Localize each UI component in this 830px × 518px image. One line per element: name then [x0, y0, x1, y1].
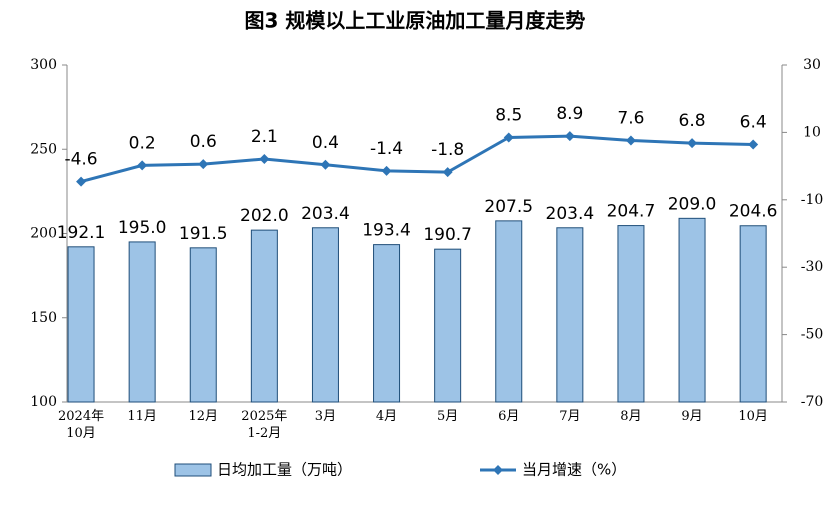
bar	[739, 225, 767, 403]
bar-value-label: 204.6	[729, 202, 778, 222]
x-tick-label: 4月	[375, 409, 398, 424]
y-tick-label: 250	[30, 141, 57, 157]
chart-title: 图3 规模以上工业原油加工量月度走势	[245, 9, 586, 33]
x-tick-label: 7月	[559, 409, 581, 424]
bar-value-label: 195.0	[118, 218, 167, 238]
bar-value-label: 203.4	[301, 204, 350, 224]
y2-tick-label: 10	[803, 124, 821, 140]
bar	[495, 220, 523, 403]
bar	[556, 227, 584, 403]
line-value-label: 0.6	[190, 132, 217, 152]
y-tick-label: 150	[30, 310, 57, 326]
line-marker	[625, 135, 636, 146]
bar-value-label: 202.0	[240, 206, 289, 226]
x-tick-label: 2024年 10月	[58, 409, 105, 441]
line-value-label: 8.9	[556, 104, 583, 124]
x-tick-label: 5月	[437, 409, 459, 424]
line-marker	[564, 131, 575, 142]
line-marker	[687, 138, 698, 149]
y-tick-label: 300	[30, 57, 57, 73]
x-tick-label: 12月	[188, 409, 219, 424]
bar	[434, 248, 462, 403]
bar-value-label: 191.5	[179, 224, 228, 244]
line-value-label: 7.6	[617, 108, 644, 128]
line-marker	[76, 176, 87, 187]
line-value-label: -1.4	[370, 139, 403, 159]
line-value-label: 6.8	[679, 111, 706, 131]
y-tick-label: 100	[30, 394, 57, 410]
bar	[311, 227, 339, 403]
line	[80, 134, 754, 184]
line-value-label: -1.8	[431, 140, 464, 160]
bar	[678, 217, 706, 403]
line-value-label: 0.4	[312, 133, 339, 153]
bar-value-label: 193.4	[362, 221, 411, 241]
bar	[128, 241, 156, 403]
bar	[189, 247, 217, 403]
x-tick-label: 10月	[738, 409, 768, 424]
line-marker	[381, 165, 392, 176]
bar-value-label: 203.4	[546, 204, 595, 224]
line-marker	[137, 160, 148, 171]
line-value-label: -4.6	[64, 150, 97, 170]
bar-value-label: 190.7	[423, 225, 472, 245]
legend-label: 当月增速（%）	[522, 461, 626, 479]
x-tick-label: 11月	[127, 409, 157, 424]
y2-tick-label: -70	[801, 394, 824, 410]
y2-tick-label: -30	[801, 259, 824, 275]
bar-value-label: 192.1	[57, 223, 106, 243]
legend-marker	[493, 465, 503, 475]
bar-value-label: 207.5	[484, 197, 533, 217]
line-marker	[198, 159, 209, 170]
legend-swatch	[174, 463, 212, 477]
line-marker	[442, 167, 453, 178]
bar-value-label: 209.0	[668, 194, 717, 214]
y2-tick-label: 30	[803, 57, 821, 73]
x-tick-label: 3月	[314, 409, 337, 424]
line-marker	[320, 159, 331, 170]
y2-tick-label: -10	[801, 192, 824, 208]
bar	[250, 229, 278, 403]
line-value-label: 2.1	[251, 127, 278, 147]
bar-value-label: 204.7	[607, 202, 656, 222]
x-tick-label: 2025年 1-2月	[241, 409, 288, 441]
line-value-label: 6.4	[740, 113, 767, 133]
y2-tick-label: -50	[801, 327, 824, 343]
line-marker	[503, 132, 514, 143]
bar	[67, 246, 95, 403]
line-marker	[259, 154, 270, 165]
line-value-label: 8.5	[495, 105, 522, 125]
x-tick-label: 9月	[681, 409, 703, 424]
x-tick-label: 6月	[498, 409, 520, 424]
legend-label: 日均加工量（万吨）	[217, 461, 352, 479]
bar	[617, 225, 645, 403]
x-tick-label: 8月	[620, 409, 642, 424]
line-value-label: 0.2	[129, 133, 156, 153]
line-marker	[748, 139, 759, 150]
y-tick-label: 200	[30, 226, 57, 242]
bar	[373, 244, 401, 403]
